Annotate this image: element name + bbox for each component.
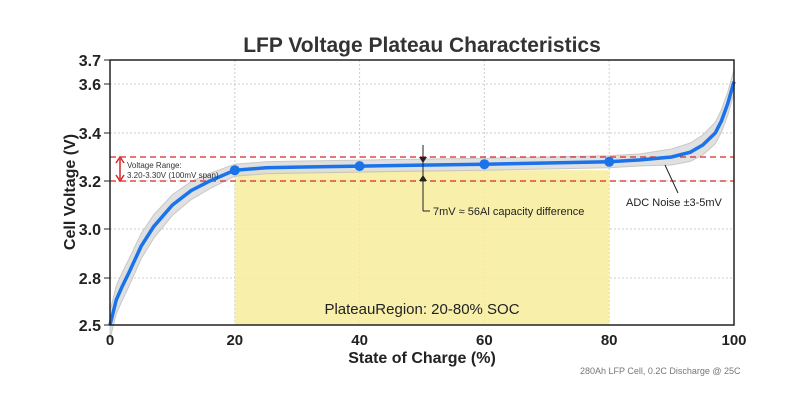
- capacity-annotation: 7mV ≈ 56Al capacity difference: [433, 206, 584, 218]
- data-point: [229, 165, 240, 176]
- x-tick-label: 60: [476, 332, 493, 349]
- range-arrowheads: [115, 155, 125, 183]
- y-tick-label: 3.7: [79, 53, 101, 70]
- y-axis-label: Cell Voltage (V): [62, 134, 79, 250]
- x-ticks: 0 20 40 60 80 100: [106, 332, 747, 349]
- y-tick-label: 2.5: [79, 318, 101, 335]
- plot-frame: [109, 59, 735, 326]
- y-tick-label: 3.0: [79, 222, 101, 239]
- data-point: [479, 159, 490, 170]
- footnote: 280Ah LFP Cell, 0.2C Discharge @ 25C: [580, 366, 741, 376]
- data-point: [604, 156, 615, 167]
- y-tick-label: 3.2: [79, 174, 101, 191]
- plateau-label: PlateauRegion: 20-80% SOC: [324, 301, 519, 318]
- voltage-range-label-2: 3.20-3.30V (100mV span): [127, 171, 219, 180]
- noise-annotation: ADC Noise ±3-5mV: [626, 197, 723, 209]
- x-axis-label: State of Charge (%): [348, 350, 496, 367]
- y-ticks: 2.5 2.8 3.0 3.2 3.4 3.6 3.7: [79, 53, 110, 335]
- x-tick-label: 80: [601, 332, 618, 349]
- x-tick-label: 40: [351, 332, 368, 349]
- y-tick-label: 3.6: [79, 77, 101, 94]
- chart-title: LFP Voltage Plateau Characteristics: [243, 34, 601, 57]
- y-tick-label: 2.8: [79, 271, 101, 288]
- x-tick-label: 20: [226, 332, 243, 349]
- plateau-region: [234, 170, 610, 325]
- noise-leader: [664, 164, 679, 194]
- y-tick-label: 3.4: [79, 126, 101, 143]
- x-tick-label: 100: [721, 332, 746, 349]
- capacity-arrowheads: [419, 157, 427, 181]
- voltage-range-label-1: Voltage Range:: [127, 161, 182, 170]
- data-point: [354, 161, 365, 172]
- markers: [229, 156, 615, 176]
- x-tick-label: 0: [106, 332, 114, 349]
